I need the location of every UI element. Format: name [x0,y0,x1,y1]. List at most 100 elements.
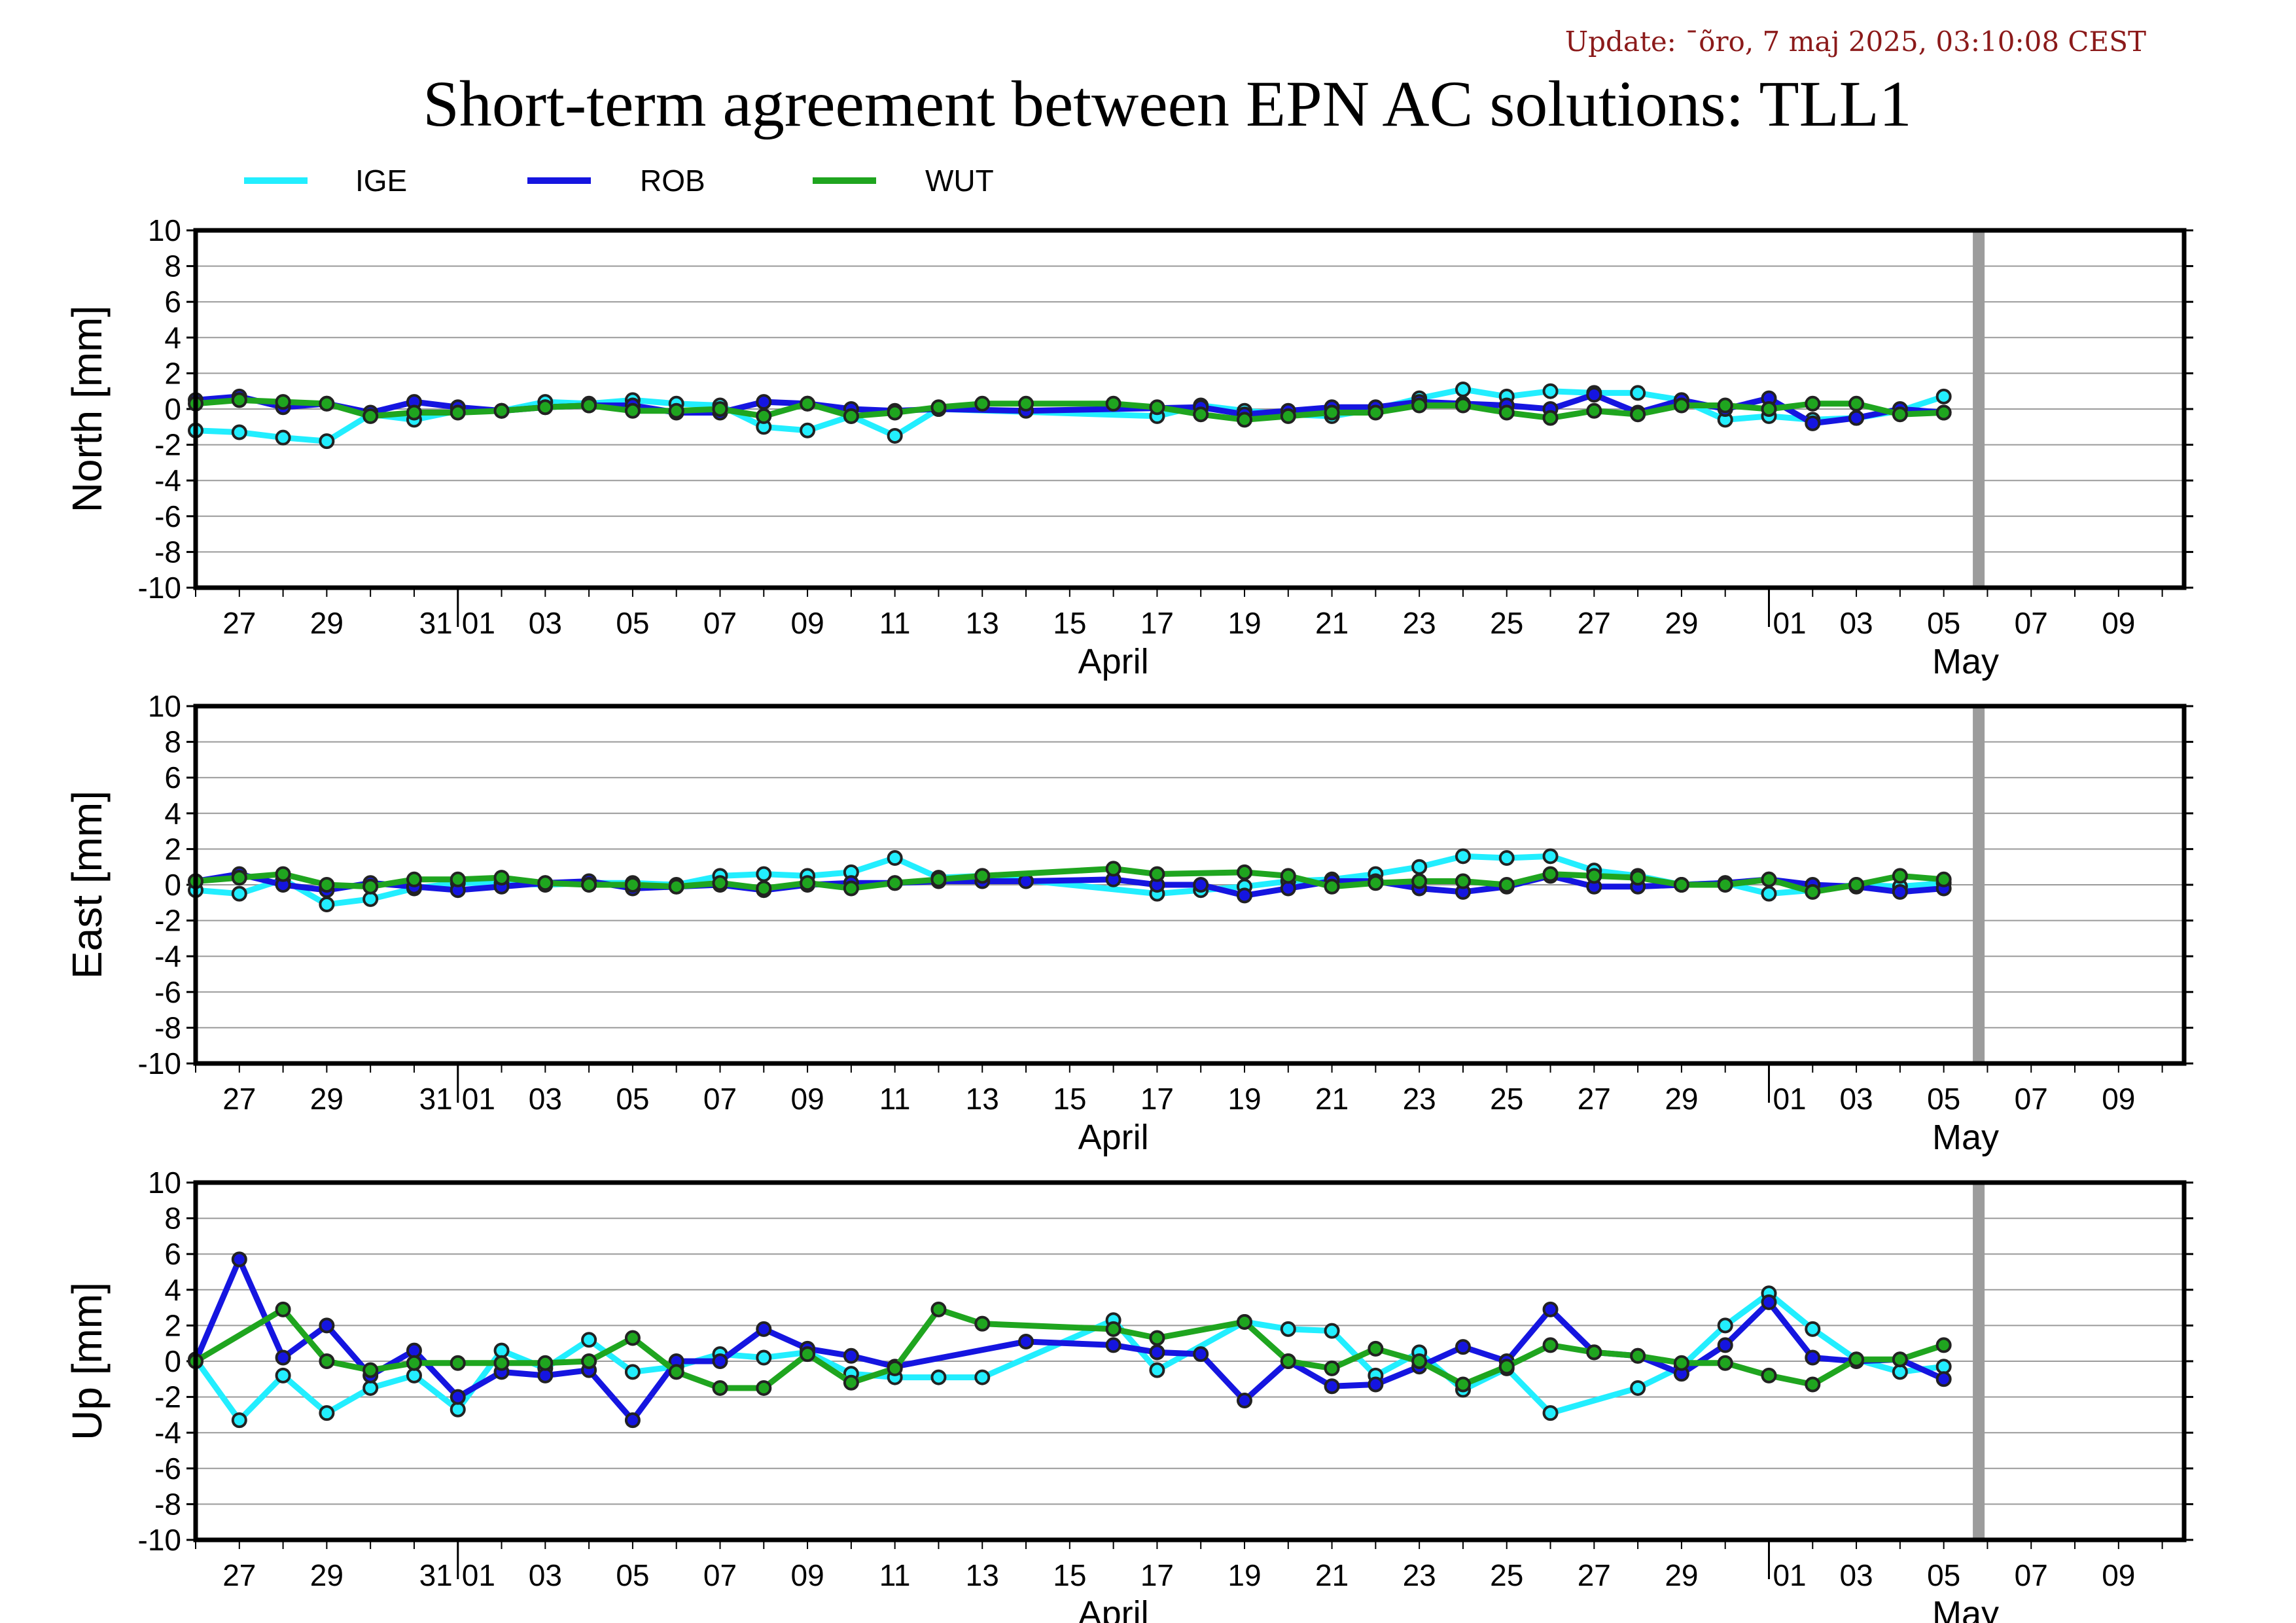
data-point-wut [1935,1337,1952,1353]
data-point-rob [1105,1337,1122,1353]
data-point-rob [537,1367,554,1383]
y-tick-label: 6 [164,760,181,794]
data-point-wut [756,1380,772,1396]
data-point-ige [1717,1317,1733,1334]
y-axis-label: East [mm] [63,791,111,979]
data-point-wut [493,1355,510,1371]
data-point-rob [1149,1344,1165,1361]
data-point-wut [1368,404,1384,421]
y-tick-label: 0 [164,392,181,426]
x-tick-label: 31 [419,606,453,640]
data-point-wut [1586,868,1602,884]
data-point-wut [493,402,510,419]
data-point-wut [319,395,335,412]
data-point-wut [1193,406,1209,423]
data-point-ige [231,424,247,440]
data-point-wut [1673,397,1689,414]
x-tick-label: 05 [616,1082,649,1116]
data-point-wut [843,408,859,424]
legend-label-rob: ROB [640,164,705,198]
data-point-ige [887,850,903,866]
data-point-rob [1236,1393,1252,1409]
data-point-wut [1717,1355,1733,1371]
data-point-wut [275,866,291,882]
data-point-rob [275,1349,291,1366]
data-point-wut [231,392,247,408]
data-point-ige [493,1342,510,1359]
data-point-rob [406,1342,422,1359]
data-point-wut [1149,399,1165,416]
data-point-ige [624,1364,641,1380]
data-point-wut [1149,1330,1165,1346]
data-point-rob [1193,1346,1209,1363]
y-tick-label: 0 [164,868,181,902]
data-point-wut [1630,1347,1646,1364]
series-line-rob [195,871,1945,899]
x-tick-label: 07 [2015,1082,2048,1116]
y-tick-label: 6 [164,1237,181,1271]
data-point-ige [1935,1359,1952,1375]
x-tick-label: 19 [1227,1558,1261,1592]
data-point-wut [537,875,554,891]
data-point-ige [800,422,816,438]
x-tick-label: 27 [222,1558,256,1592]
data-point-wut [1149,866,1165,882]
data-point-rob [843,1347,859,1364]
data-point-ige [362,891,379,907]
data-point-wut [1805,395,1821,412]
data-point-wut [362,408,379,424]
data-point-wut [1586,402,1602,419]
y-tick-label: -8 [154,1010,181,1044]
x-tick-label: 25 [1490,1082,1523,1116]
data-point-wut [974,868,991,884]
x-tick-label: 23 [1403,606,1436,640]
x-tick-label: 11 [879,606,911,640]
x-tick-label: 19 [1227,606,1261,640]
y-tick-label: -10 [138,1046,181,1080]
x-tick-label: 09 [2102,606,2135,640]
data-point-wut [1498,877,1515,893]
x-tick-label: 03 [529,606,562,640]
legend: IGE ROB WUT [244,164,994,198]
data-point-ige [1280,1321,1296,1337]
x-month-label: May [1932,1594,1999,1623]
x-tick-label: 29 [310,606,344,640]
data-point-wut [1586,1344,1602,1361]
data-point-wut [493,870,510,886]
y-tick-label: -10 [138,571,181,605]
x-tick-label: 11 [879,1558,911,1592]
data-point-wut [1411,1353,1428,1369]
data-point-rob [1805,415,1821,431]
data-point-wut [712,875,728,891]
data-point-rob [1280,880,1296,897]
data-point-wut [1805,883,1821,900]
x-tick-label: 15 [1053,1558,1086,1592]
legend-label-wut: WUT [925,164,994,198]
data-point-ige [231,885,247,902]
data-point-ige [1761,885,1777,902]
y-tick-label: -2 [154,1380,181,1414]
data-point-wut [800,395,816,412]
y-axis-label: North [mm] [63,306,111,512]
data-point-wut [974,1315,991,1332]
data-point-wut [406,1355,422,1371]
data-point-wut [843,1374,859,1391]
x-tick-label: 21 [1315,1558,1349,1592]
data-point-wut [450,871,466,887]
data-point-ige [1455,848,1471,865]
data-point-wut [1280,408,1296,424]
data-point-rob [1455,1339,1471,1355]
x-tick-label: 29 [1665,1558,1698,1592]
x-tick-label: 13 [966,606,999,640]
data-point-wut [1717,877,1733,893]
x-tick-label: 05 [616,1558,649,1592]
data-point-wut [712,1380,728,1396]
x-month-label: April [1078,1118,1149,1157]
data-point-wut [800,875,816,891]
data-point-rob [1761,1294,1777,1310]
y-tick-label: -8 [154,535,181,569]
data-point-ige [1498,850,1515,866]
data-point-wut [1280,1353,1296,1369]
x-tick-label: 17 [1140,1082,1174,1116]
x-tick-label: 03 [1839,1082,1873,1116]
